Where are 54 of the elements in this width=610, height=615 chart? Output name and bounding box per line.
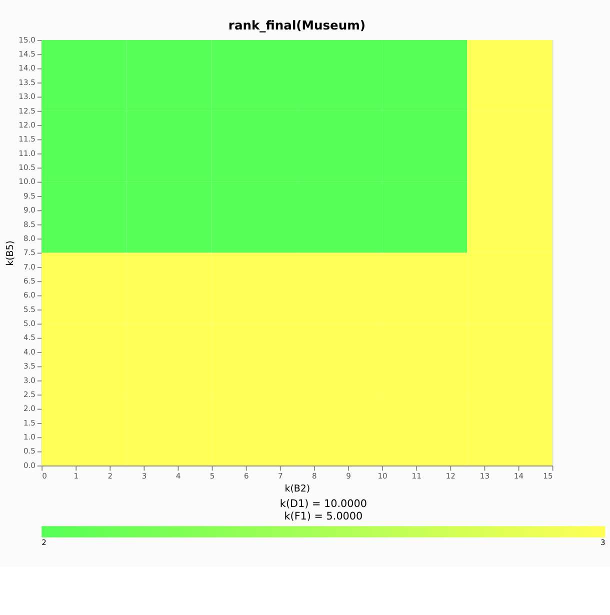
y-tick-label: 0.0 xyxy=(23,460,36,470)
x-tick-label: 2 xyxy=(108,471,113,480)
x-tick-label: 13 xyxy=(480,471,490,480)
x-tick-label: 9 xyxy=(346,471,352,480)
y-tick-label: 1.0 xyxy=(23,432,36,442)
color-bar-label: 3 xyxy=(600,538,606,547)
y-tick-label: 9.5 xyxy=(23,191,36,200)
y-tick-label: 7.0 xyxy=(23,262,36,272)
y-tick-label: 3.5 xyxy=(23,362,36,371)
y-tick-label: 5.0 xyxy=(23,319,36,328)
y-tick-label: 15.0 xyxy=(18,35,36,44)
x-axis-title: k(B2) xyxy=(284,484,310,495)
y-tick-label: 10.5 xyxy=(18,163,36,172)
y-tick-label: 3.0 xyxy=(23,376,36,385)
y-tick-label: 11.0 xyxy=(18,148,36,158)
y-tick-label: 14.0 xyxy=(18,64,36,73)
color-bar-label: 2 xyxy=(42,538,47,547)
y-axis-title: k(B5) xyxy=(4,240,16,266)
x-tick-label: 1 xyxy=(74,471,79,480)
y-tick-label: 1.5 xyxy=(23,418,36,428)
chart-title: rank_final(Museum) xyxy=(228,18,366,33)
x-tick-label: 7 xyxy=(278,471,284,480)
text: k(F1) = 5.0000 xyxy=(284,510,363,522)
x-tick-label: 8 xyxy=(312,471,318,480)
x-tick-label: 14 xyxy=(514,471,524,480)
x-tick-label: 3 xyxy=(142,471,147,480)
y-tick-label: 13.0 xyxy=(18,92,36,102)
x-tick-label: 12 xyxy=(446,471,456,480)
x-tick-label: 10 xyxy=(378,471,388,480)
x-tick-label: 6 xyxy=(244,471,249,480)
text: k(D1) = 10.0000 xyxy=(280,498,367,510)
y-tick-label: 5.5 xyxy=(23,304,36,314)
y-tick-label: 11.5 xyxy=(18,134,36,144)
x-tick-label: 11 xyxy=(412,471,422,480)
x-tick-label: 0 xyxy=(42,471,48,480)
y-tick-label: 6.0 xyxy=(23,290,36,300)
y-tick-label: 8.0 xyxy=(23,234,36,243)
y-tick-label: 9.0 xyxy=(23,206,36,215)
y-tick-label: 8.5 xyxy=(23,220,36,229)
y-tick-label: 4.5 xyxy=(23,333,36,342)
y-tick-label: 2.5 xyxy=(23,390,36,399)
y-tick-label: 12.5 xyxy=(18,106,36,116)
y-tick-label: 0.5 xyxy=(23,446,36,456)
y-tick-label: 12.0 xyxy=(18,120,36,130)
y-tick-label: 6.5 xyxy=(23,276,36,286)
y-tick-label: 10.0 xyxy=(18,177,36,186)
x-tick-label: 5 xyxy=(210,471,215,480)
x-tick-label: 4 xyxy=(176,471,181,480)
y-tick-label: 2.0 xyxy=(23,404,36,414)
y-tick-label: 4.0 xyxy=(23,347,36,356)
y-tick-label: 14.5 xyxy=(18,50,36,59)
y-tick-label: 13.5 xyxy=(18,78,36,87)
y-tick-label: 7.5 xyxy=(23,248,36,258)
x-tick-label: 15 xyxy=(543,471,553,480)
